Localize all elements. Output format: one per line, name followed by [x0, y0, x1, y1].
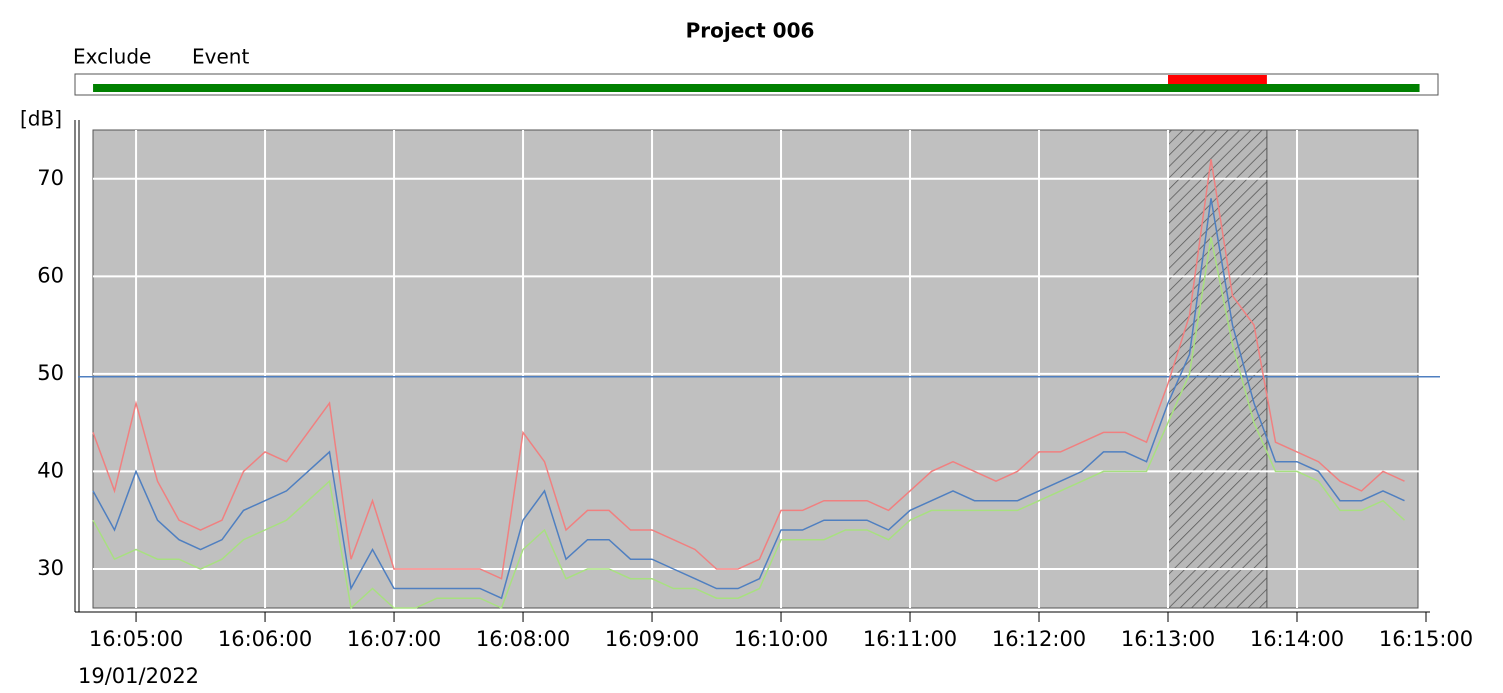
x-tick-label: 16:06:00 — [218, 627, 312, 651]
y-tick-label: 60 — [37, 263, 64, 287]
series-line — [92, 198, 1405, 600]
x-tick-label: 16:14:00 — [1250, 627, 1344, 651]
x-tick-label: 16:05:00 — [89, 627, 183, 651]
y-axis-label: [dB] — [20, 107, 62, 131]
y-tick-label: 40 — [37, 458, 64, 482]
x-tick-label: 16:07:00 — [347, 627, 441, 651]
x-tick-label: 16:13:00 — [1121, 627, 1215, 651]
series-line — [92, 237, 1406, 610]
date-label: 19/01/2022 — [78, 664, 199, 688]
y-tick-label: 50 — [37, 361, 64, 385]
exclude-bar — [1168, 75, 1267, 84]
y-tick-label: 30 — [37, 556, 64, 580]
x-tick-label: 16:09:00 — [605, 627, 699, 651]
chart-title: Project 006 — [686, 19, 815, 43]
x-tick-label: 16:08:00 — [476, 627, 570, 651]
exclude-legend: Exclude — [73, 45, 151, 69]
x-tick-label: 16:12:00 — [992, 627, 1086, 651]
y-tick-label: 70 — [37, 166, 64, 190]
exclude-region — [1167, 129, 1268, 609]
x-tick-label: 16:11:00 — [863, 627, 957, 651]
series-line — [92, 159, 1405, 580]
x-tick-label: 16:15:00 — [1379, 627, 1473, 651]
event-bar — [93, 84, 1420, 92]
x-tick-label: 16:10:00 — [734, 627, 828, 651]
event-legend: Event — [192, 45, 249, 69]
